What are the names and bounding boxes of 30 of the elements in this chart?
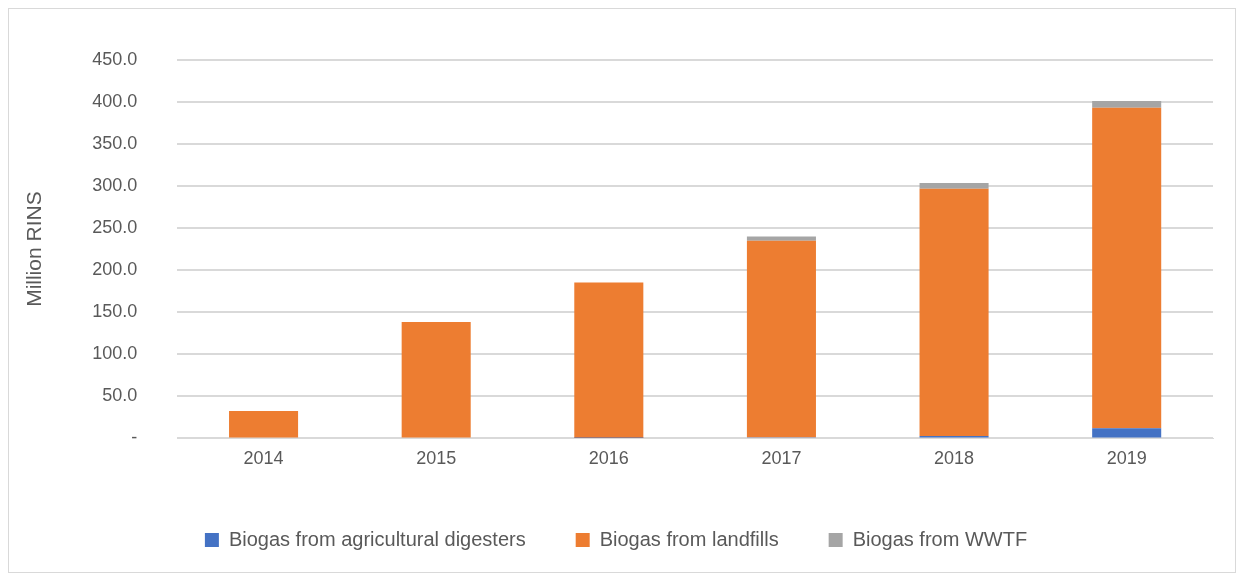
bar [1092,101,1162,108]
y-tick-label: 50.0 [102,385,138,406]
y-tick-label: 350.0 [92,132,138,153]
x-tick-label: 2016 [588,448,629,469]
y-tick-label: 200.0 [92,259,138,280]
x-tick-label: 2015 [416,448,457,469]
x-tick-label: 2017 [761,448,802,469]
x-tick-label: 2019 [1106,448,1147,469]
y-tick-label: 300.0 [92,174,138,195]
legend-label: Biogas from landfills [599,527,779,550]
bar [1092,428,1162,438]
y-tick-label: 250.0 [92,217,138,238]
y-tick-label: 450.0 [92,48,138,69]
bar [229,410,299,438]
y-axis-title: Million RINS [22,191,46,307]
legend-label: Biogas from WWTF [852,527,1028,550]
bar [401,321,471,438]
x-tick-label: 2014 [243,448,284,469]
y-tick-label: 150.0 [92,301,138,322]
bar [574,282,644,438]
x-tick-label: 2018 [934,448,975,469]
bar [919,188,989,436]
legend-label: Biogas from agricultural digesters [228,527,526,550]
bar [919,182,989,189]
y-tick-label: 100.0 [92,343,138,364]
bar [746,236,816,241]
y-tick-label: 400.0 [92,90,138,111]
bar [1092,107,1162,429]
y-tick-label: - [131,427,138,448]
bar [746,240,816,438]
